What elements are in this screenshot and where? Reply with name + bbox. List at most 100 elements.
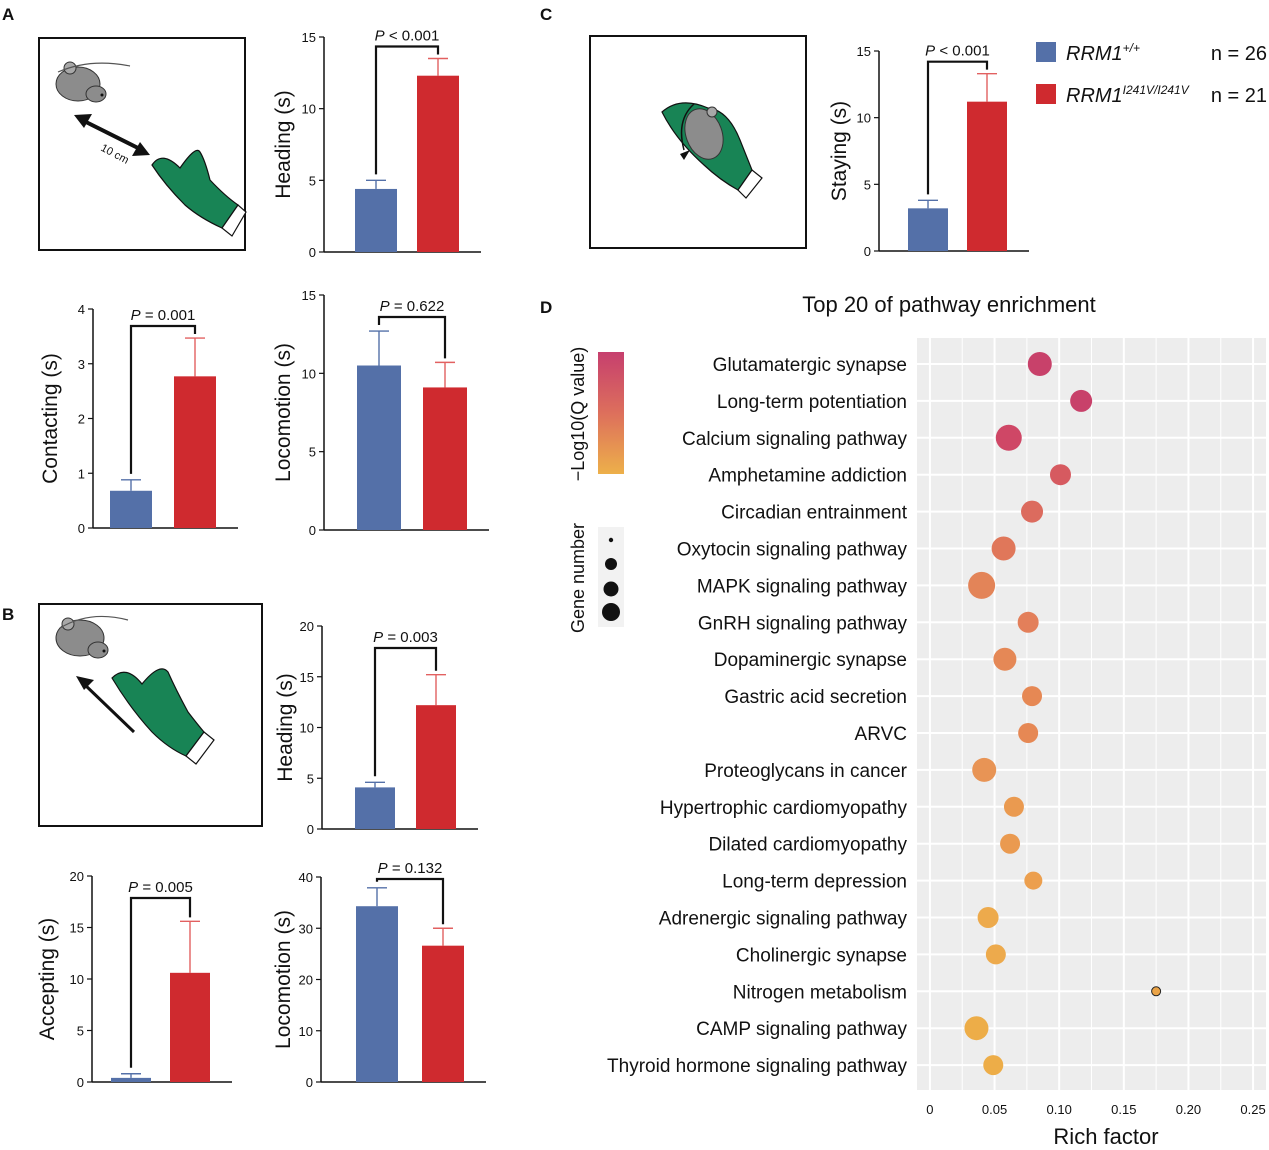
bar-chart-b-accepting: 0 5 10 15 20 Accepting (s) P = 0.005 — [36, 869, 232, 1090]
pathway-label: Circadian entrainment — [721, 503, 908, 524]
x-axis-label: Rich factor — [1053, 1124, 1158, 1149]
panel-label-d: D — [540, 298, 552, 317]
p-value-label: P < 0.001 — [375, 28, 440, 45]
data-point — [964, 1016, 989, 1041]
y-tick-label: 0 — [78, 521, 85, 536]
x-tick-label: 0.25 — [1240, 1102, 1265, 1117]
y-axis-label: Accepting (s) — [36, 918, 59, 1041]
y-tick-label: 0 — [309, 523, 316, 538]
legend: RRM1+/+ n = 26 RRM1I241V/I241V n = 21 — [1036, 41, 1267, 107]
mouse-icon — [55, 615, 129, 659]
size-legend-label: Gene number — [568, 523, 588, 633]
y-tick-label: 10 — [300, 721, 314, 736]
y-tick-label: 0 — [77, 1075, 84, 1090]
legend-genotype-wt: +/+ — [1123, 41, 1140, 55]
bar-mut — [422, 945, 464, 1082]
legend-n-mut: n = 21 — [1211, 85, 1267, 107]
y-tick-label: 5 — [77, 1024, 84, 1039]
data-point — [1027, 352, 1052, 376]
data-point — [1018, 723, 1039, 743]
schematic-a: 10 cm — [38, 37, 247, 251]
pathway-label: Long-term potentiation — [717, 392, 907, 413]
legend-genotype-mut: I241V/I241V — [1123, 83, 1190, 97]
pathway-label: CAMP signaling pathway — [696, 1019, 907, 1040]
pathway-label: Hypertrophic cardiomyopathy — [660, 798, 908, 819]
y-tick-label: 10 — [299, 1024, 313, 1039]
y-tick-label: 5 — [864, 177, 871, 192]
data-point — [1003, 796, 1024, 817]
pathway-label: Thyroid hormone signaling pathway — [607, 1056, 907, 1077]
pathway-label: Glutamatergic synapse — [713, 355, 907, 376]
pathway-label: GnRH signaling pathway — [698, 613, 908, 634]
bar-chart-a-contacting: 0 1 2 3 4 Contacting (s) P = 0.001 — [39, 302, 238, 536]
size-legend-dot-4 — [602, 603, 620, 621]
svg-text:RRM1I241V/I241V: RRM1I241V/I241V — [1066, 83, 1190, 107]
y-tick-label: 40 — [299, 870, 313, 885]
y-tick-label: 30 — [299, 921, 313, 936]
y-tick-label: 0 — [306, 1075, 313, 1090]
data-point — [991, 536, 1016, 561]
bar-wt — [908, 208, 948, 251]
significance-bracket — [926, 60, 989, 195]
y-tick-label: 5 — [309, 173, 316, 188]
y-tick-label: 15 — [300, 670, 314, 685]
y-tick-label: 20 — [70, 869, 84, 884]
y-tick-label: 10 — [302, 102, 316, 117]
significance-bracket — [377, 315, 447, 359]
legend-gene-mut: RRM1 — [1066, 85, 1123, 107]
schematic-b — [38, 603, 263, 827]
x-tick-label: 0.10 — [1047, 1102, 1072, 1117]
size-legend-dot-1 — [608, 537, 614, 543]
y-tick-label: 10 — [857, 111, 871, 126]
y-tick-label: 15 — [302, 288, 316, 303]
bar-wt — [110, 490, 152, 528]
bar-mut — [416, 705, 456, 829]
data-point — [993, 647, 1017, 671]
y-axis-label: Locomotion (s) — [272, 910, 295, 1049]
schematic-c — [589, 35, 807, 249]
data-point — [995, 424, 1022, 451]
x-tick-label: 0.20 — [1176, 1102, 1201, 1117]
data-point — [968, 571, 996, 599]
bar-mut — [423, 387, 467, 530]
y-tick-label: 5 — [309, 445, 316, 460]
bar-chart-a-heading: 0 5 10 15 Heading (s) P < 0.001 — [272, 28, 481, 260]
panel-label-b: B — [2, 605, 14, 624]
data-point — [1000, 833, 1021, 854]
size-legend-dot-2 — [605, 558, 617, 570]
y-tick-label: 15 — [302, 30, 316, 45]
colorbar-label: −Log10(Q value) — [568, 347, 588, 482]
legend-swatch-mut — [1036, 84, 1056, 104]
y-axis-label: Contacting (s) — [39, 353, 62, 484]
pathway-label: MAPK signaling pathway — [697, 576, 908, 597]
y-tick-label: 15 — [70, 921, 84, 936]
chart-title: Top 20 of pathway enrichment — [802, 292, 1096, 317]
bar-chart-b-heading: 0 5 10 15 20 Heading (s) P = 0.003 — [274, 619, 478, 837]
pathway-label: Nitrogen metabolism — [733, 982, 907, 1003]
bar-wt — [355, 188, 397, 252]
pathway-label: Adrenergic signaling pathway — [659, 909, 908, 930]
legend-gene-wt: RRM1 — [1066, 43, 1123, 65]
p-value-label: P = 0.132 — [378, 860, 443, 877]
y-tick-label: 15 — [857, 44, 871, 59]
data-point — [1151, 986, 1162, 997]
y-tick-label: 3 — [78, 357, 85, 372]
significance-bracket — [373, 646, 438, 777]
data-point — [1017, 611, 1039, 633]
pathway-label: ARVC — [855, 724, 907, 745]
bar-wt — [111, 1077, 151, 1082]
pathway-label: Long-term depression — [722, 872, 907, 893]
data-point — [1022, 686, 1043, 707]
y-tick-label: 2 — [78, 412, 85, 427]
y-axis-label: Locomotion (s) — [272, 343, 295, 482]
p-value-label: P = 0.622 — [380, 298, 445, 315]
bar-mut — [967, 101, 1007, 252]
pathway-label: Proteoglycans in cancer — [704, 761, 907, 782]
y-tick-label: 0 — [864, 244, 871, 259]
significance-bracket — [129, 896, 192, 1068]
legend-n-wt: n = 26 — [1211, 43, 1267, 65]
data-point — [1049, 464, 1071, 486]
bar-mut — [170, 972, 210, 1082]
p-value-label: P < 0.001 — [925, 43, 990, 60]
